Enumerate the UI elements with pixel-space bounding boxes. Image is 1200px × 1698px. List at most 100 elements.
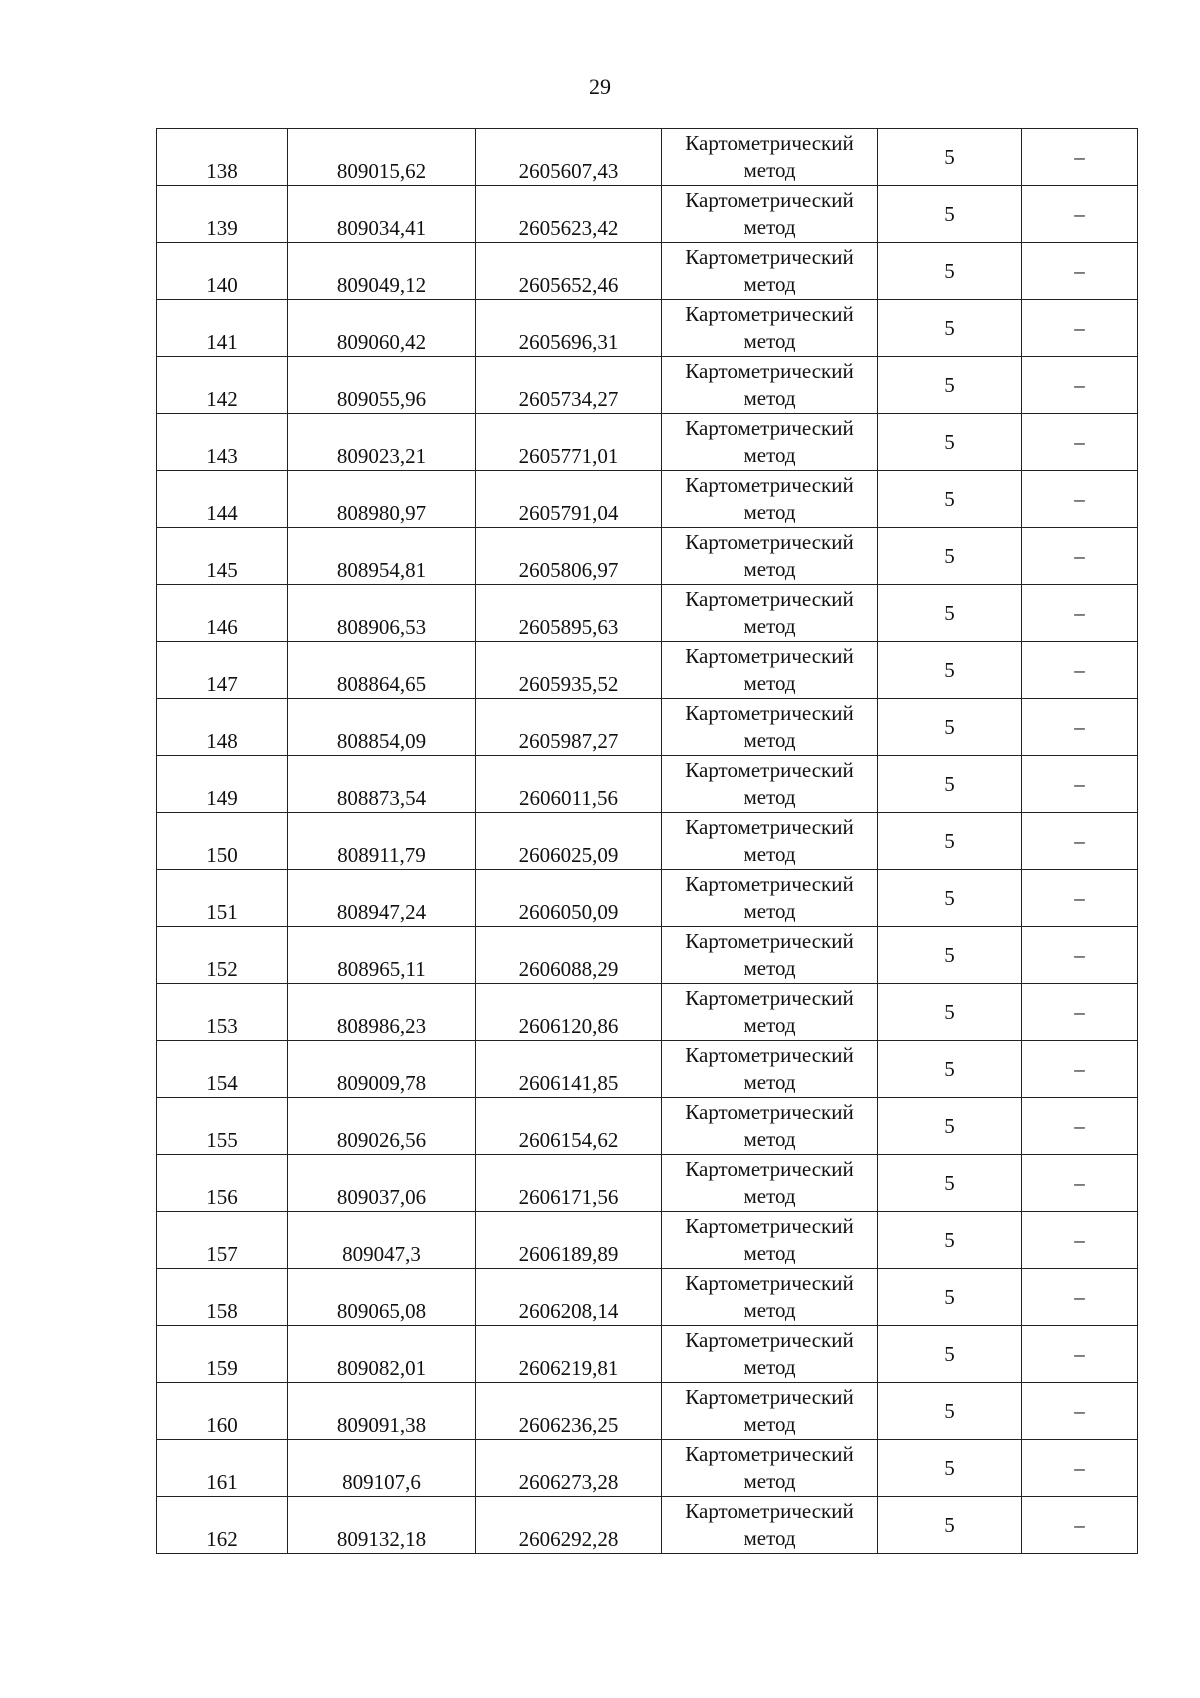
table-row: 157 809047,3 2606189,89 Картометрический ме… bbox=[156, 1211, 1138, 1269]
method-cell: Картометрический метод bbox=[661, 185, 878, 243]
x-coordinate-cell: 809037,06 bbox=[287, 1154, 476, 1212]
note-cell: – bbox=[1021, 242, 1138, 300]
y-coordinate-cell: 2605791,04 bbox=[475, 470, 662, 528]
point-number-cell: 155 bbox=[156, 1097, 288, 1155]
table-row: 162 809132,18 2606292,28 Картометрический м… bbox=[156, 1496, 1138, 1554]
accuracy-cell: 5 bbox=[877, 1325, 1022, 1383]
method-cell: Картометрический метод bbox=[661, 584, 878, 642]
note-cell: – bbox=[1021, 641, 1138, 699]
accuracy-cell: 5 bbox=[877, 1382, 1022, 1440]
note-cell: – bbox=[1021, 698, 1138, 756]
y-coordinate-cell: 2606219,81 bbox=[475, 1325, 662, 1383]
y-coordinate-cell: 2606120,86 bbox=[475, 983, 662, 1041]
point-number-cell: 162 bbox=[156, 1496, 288, 1554]
accuracy-cell: 5 bbox=[877, 1097, 1022, 1155]
accuracy-cell: 5 bbox=[877, 812, 1022, 870]
method-cell: Картометрический метод bbox=[661, 413, 878, 471]
point-number-cell: 143 bbox=[156, 413, 288, 471]
y-coordinate-cell: 2606208,14 bbox=[475, 1268, 662, 1326]
note-cell: – bbox=[1021, 470, 1138, 528]
note-cell: – bbox=[1021, 755, 1138, 813]
method-cell: Картометрический метод bbox=[661, 755, 878, 813]
method-cell: Картометрический метод bbox=[661, 527, 878, 585]
accuracy-cell: 5 bbox=[877, 1439, 1022, 1497]
table-row: 147 808864,65 2605935,52 Картометрический м… bbox=[156, 641, 1138, 699]
note-cell: – bbox=[1021, 1382, 1138, 1440]
x-coordinate-cell: 809082,01 bbox=[287, 1325, 476, 1383]
table-row: 141 809060,42 2605696,31 Картометрический м… bbox=[156, 299, 1138, 357]
point-number-cell: 152 bbox=[156, 926, 288, 984]
accuracy-cell: 5 bbox=[877, 1040, 1022, 1098]
table-row: 149 808873,54 2606011,56 Картометрический м… bbox=[156, 755, 1138, 813]
note-cell: – bbox=[1021, 869, 1138, 927]
method-cell: Картометрический метод bbox=[661, 470, 878, 528]
page-number: 29 bbox=[589, 74, 611, 99]
note-cell: – bbox=[1021, 926, 1138, 984]
x-coordinate-cell: 809034,41 bbox=[287, 185, 476, 243]
point-number-cell: 158 bbox=[156, 1268, 288, 1326]
point-number-cell: 139 bbox=[156, 185, 288, 243]
accuracy-cell: 5 bbox=[877, 470, 1022, 528]
accuracy-cell: 5 bbox=[877, 1496, 1022, 1554]
note-cell: – bbox=[1021, 1439, 1138, 1497]
note-cell: – bbox=[1021, 584, 1138, 642]
y-coordinate-cell: 2605895,63 bbox=[475, 584, 662, 642]
point-number-cell: 141 bbox=[156, 299, 288, 357]
accuracy-cell: 5 bbox=[877, 527, 1022, 585]
note-cell: – bbox=[1021, 185, 1138, 243]
note-cell: – bbox=[1021, 812, 1138, 870]
method-cell: Картометрический метод bbox=[661, 1382, 878, 1440]
accuracy-cell: 5 bbox=[877, 698, 1022, 756]
method-cell: Картометрический метод bbox=[661, 926, 878, 984]
x-coordinate-cell: 808873,54 bbox=[287, 755, 476, 813]
table-row: 150 808911,79 2606025,09 Картометрический м… bbox=[156, 812, 1138, 870]
accuracy-cell: 5 bbox=[877, 128, 1022, 186]
table-row: 143 809023,21 2605771,01 Картометрический м… bbox=[156, 413, 1138, 471]
table-row: 152 808965,11 2606088,29 Картометрический м… bbox=[156, 926, 1138, 984]
note-cell: – bbox=[1021, 1268, 1138, 1326]
method-cell: Картометрический метод bbox=[661, 1325, 878, 1383]
y-coordinate-cell: 2606088,29 bbox=[475, 926, 662, 984]
y-coordinate-cell: 2606154,62 bbox=[475, 1097, 662, 1155]
accuracy-cell: 5 bbox=[877, 641, 1022, 699]
point-number-cell: 144 bbox=[156, 470, 288, 528]
note-cell: – bbox=[1021, 1154, 1138, 1212]
x-coordinate-cell: 809091,38 bbox=[287, 1382, 476, 1440]
x-coordinate-cell: 809026,56 bbox=[287, 1097, 476, 1155]
method-cell: Картометрический метод bbox=[661, 1040, 878, 1098]
point-number-cell: 157 bbox=[156, 1211, 288, 1269]
y-coordinate-cell: 2606292,28 bbox=[475, 1496, 662, 1554]
method-cell: Картометрический метод bbox=[661, 356, 878, 414]
accuracy-cell: 5 bbox=[877, 1211, 1022, 1269]
point-number-cell: 147 bbox=[156, 641, 288, 699]
point-number-cell: 161 bbox=[156, 1439, 288, 1497]
y-coordinate-cell: 2605806,97 bbox=[475, 527, 662, 585]
method-cell: Картометрический метод bbox=[661, 1496, 878, 1554]
method-cell: Картометрический метод bbox=[661, 242, 878, 300]
note-cell: – bbox=[1021, 1097, 1138, 1155]
point-number-cell: 140 bbox=[156, 242, 288, 300]
coordinates-table: 138 809015,62 2605607,43 Картометрический м… bbox=[156, 128, 1138, 1554]
y-coordinate-cell: 2606236,25 bbox=[475, 1382, 662, 1440]
method-cell: Картометрический метод bbox=[661, 1097, 878, 1155]
accuracy-cell: 5 bbox=[877, 926, 1022, 984]
y-coordinate-cell: 2605734,27 bbox=[475, 356, 662, 414]
table-row: 161 809107,6 2606273,28 Картометрический ме… bbox=[156, 1439, 1138, 1497]
note-cell: – bbox=[1021, 1040, 1138, 1098]
method-cell: Картометрический метод bbox=[661, 983, 878, 1041]
method-cell: Картометрический метод bbox=[661, 869, 878, 927]
point-number-cell: 151 bbox=[156, 869, 288, 927]
table-row: 142 809055,96 2605734,27 Картометрический м… bbox=[156, 356, 1138, 414]
y-coordinate-cell: 2606171,56 bbox=[475, 1154, 662, 1212]
x-coordinate-cell: 809065,08 bbox=[287, 1268, 476, 1326]
accuracy-cell: 5 bbox=[877, 983, 1022, 1041]
table-row: 160 809091,38 2606236,25 Картометрический м… bbox=[156, 1382, 1138, 1440]
y-coordinate-cell: 2605623,42 bbox=[475, 185, 662, 243]
point-number-cell: 153 bbox=[156, 983, 288, 1041]
note-cell: – bbox=[1021, 1325, 1138, 1383]
point-number-cell: 142 bbox=[156, 356, 288, 414]
x-coordinate-cell: 809060,42 bbox=[287, 299, 476, 357]
table-row: 154 809009,78 2606141,85 Картометрический м… bbox=[156, 1040, 1138, 1098]
x-coordinate-cell: 808911,79 bbox=[287, 812, 476, 870]
table-row: 138 809015,62 2605607,43 Картометрический м… bbox=[156, 128, 1138, 186]
